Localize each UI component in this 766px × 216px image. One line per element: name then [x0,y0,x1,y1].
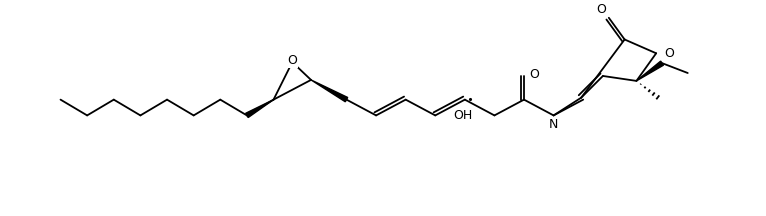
Text: O: O [287,54,297,67]
Text: OH: OH [453,110,473,122]
Text: N: N [549,118,558,131]
Polygon shape [637,61,663,81]
Text: O: O [596,3,606,16]
Text: O: O [529,68,538,81]
Text: O: O [664,47,674,60]
Polygon shape [246,100,273,118]
Polygon shape [311,80,348,102]
